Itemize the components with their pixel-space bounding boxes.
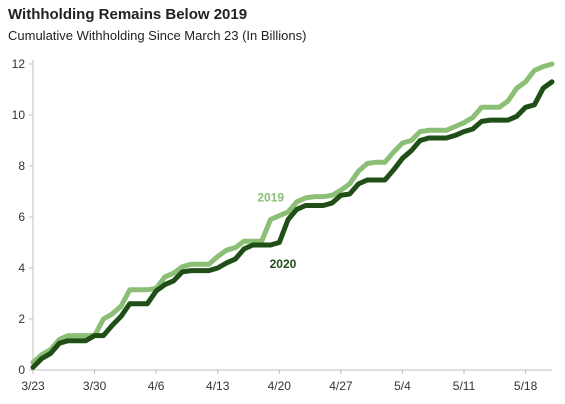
x-tick-label: 5/4 xyxy=(394,379,411,393)
y-tick-label: 0 xyxy=(18,363,25,377)
series-label-2019: 2019 xyxy=(257,191,284,205)
x-tick-label: 3/23 xyxy=(21,379,45,393)
series-line-2020 xyxy=(30,79,555,370)
x-tick-label: 3/30 xyxy=(83,379,107,393)
x-axis-ticks: 3/23 3/30 4/6 4/13 4/20 4/27 5/4 5/11 5/18 xyxy=(21,370,538,393)
x-tick-label: 4/27 xyxy=(329,379,353,393)
y-tick-label: 12 xyxy=(12,57,26,71)
chart-title: Withholding Remains Below 2019 xyxy=(8,6,248,23)
series-line-2019 xyxy=(30,61,555,365)
x-tick-label: 5/18 xyxy=(514,379,538,393)
y-tick-label: 4 xyxy=(18,261,25,275)
chart-subtitle: Cumulative Withholding Since March 23 (I… xyxy=(8,28,307,43)
x-tick-label: 4/20 xyxy=(268,379,292,393)
x-tick-label: 4/13 xyxy=(206,379,230,393)
y-tick-label: 8 xyxy=(18,159,25,173)
x-tick-label: 5/11 xyxy=(453,379,476,393)
y-tick-label: 10 xyxy=(12,108,26,122)
series-lines xyxy=(30,61,555,370)
series-label-2020: 2020 xyxy=(270,257,297,271)
y-axis-ticks: 0 2 4 6 8 10 12 xyxy=(12,57,33,377)
y-tick-label: 6 xyxy=(18,210,25,224)
y-tick-label: 2 xyxy=(18,312,25,326)
x-tick-label: 4/6 xyxy=(148,379,165,393)
